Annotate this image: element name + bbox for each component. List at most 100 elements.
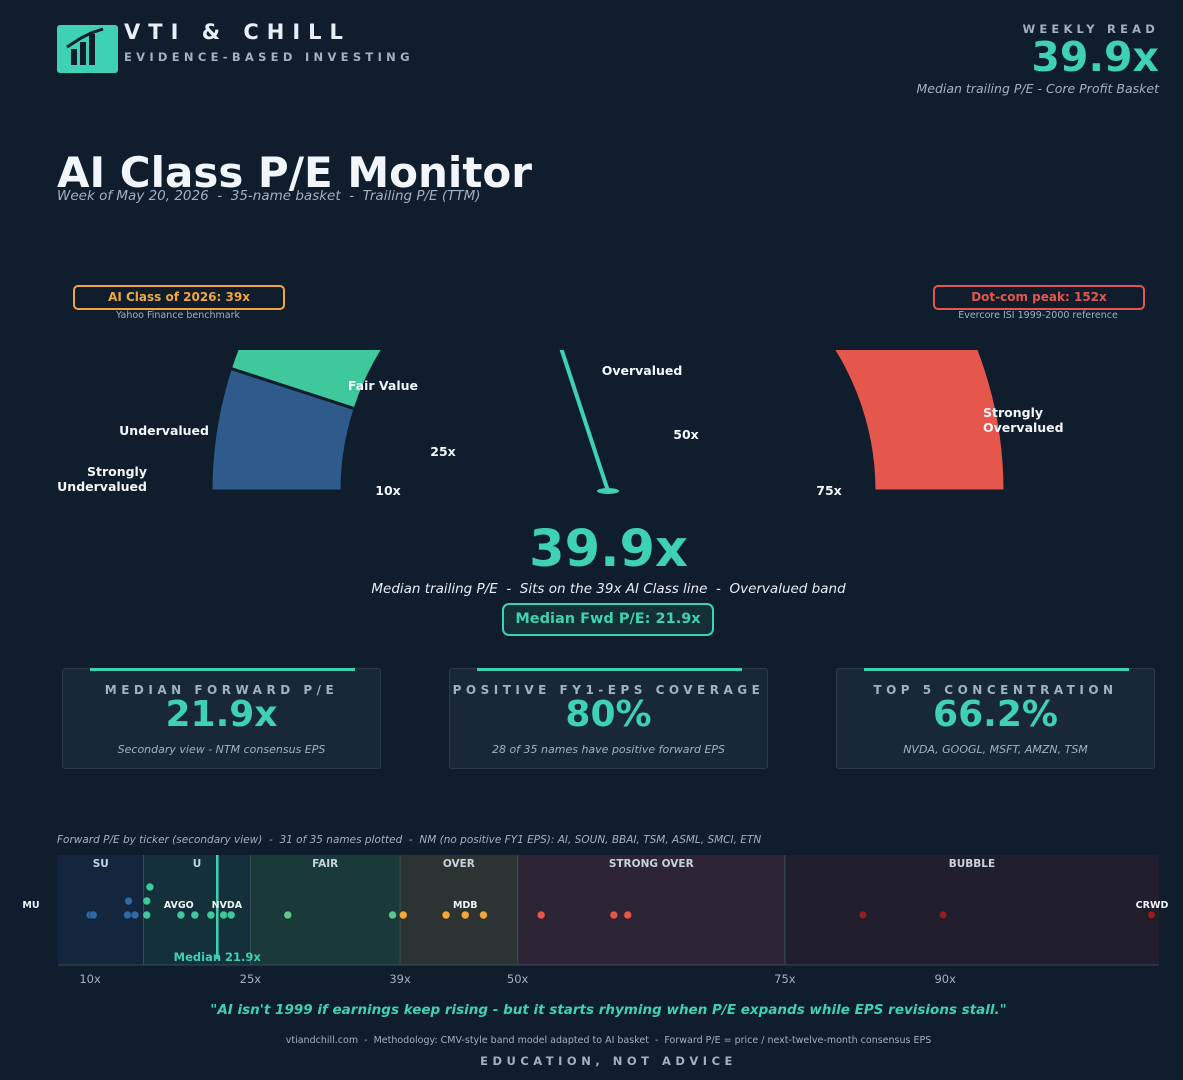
brand-tagline: EVIDENCE-BASED INVESTING — [124, 50, 414, 64]
valuation-gauge: Strongly Undervalued Undervalued Fair Val… — [57, 350, 1064, 498]
stat-card-top5-concentration: TOP 5 CONCENTRATION 66.2% NVDA, GOOGL, M… — [836, 668, 1155, 769]
gauge-tick-10x: 10x — [375, 483, 400, 498]
strip-point — [283, 910, 293, 920]
gauge-zone-2 — [228, 350, 385, 411]
bar-chart-icon — [66, 27, 104, 65]
stat-card-label: POSITIVE FY1-EPS COVERAGE — [452, 683, 765, 697]
strip-point — [130, 910, 140, 920]
stat-card-value: 21.9x — [165, 694, 278, 735]
stat-card-eps-coverage: POSITIVE FY1-EPS COVERAGE 80% 28 of 35 n… — [449, 668, 768, 769]
brand-logo — [57, 25, 118, 73]
stat-card-note: Secondary view - NTM consensus EPS — [117, 743, 326, 756]
strip-ticker-label: NVDA — [212, 900, 243, 911]
strip-point — [858, 910, 868, 920]
footer-disclaimer: EDUCATION, NOT ADVICE — [480, 1054, 737, 1068]
gauge-tick-50x: 50x — [673, 427, 698, 442]
strip-point — [219, 910, 229, 920]
strip-point — [609, 910, 619, 920]
strip-point — [88, 910, 98, 920]
strip-band-label: BUBBLE — [949, 858, 995, 870]
gauge-needle — [559, 350, 619, 494]
gauge-tick-25x: 25x — [430, 444, 455, 459]
strip-point — [623, 910, 633, 920]
stat-card-label: TOP 5 CONCENTRATION — [873, 683, 1118, 697]
strip-point — [441, 910, 451, 920]
strip-caption: Forward P/E by ticker (secondary view) -… — [57, 834, 762, 846]
strip-point — [478, 910, 488, 920]
strip-median-label: Median 21.9x — [174, 950, 262, 964]
strip-tick-label: 75x — [774, 972, 796, 986]
strip-band-2 — [143, 855, 251, 965]
strip-point — [190, 910, 200, 920]
ai-class-reference-source: Yahoo Finance benchmark — [116, 310, 240, 321]
strip-band-label: U — [193, 858, 202, 870]
strip-band-label: STRONG OVER — [609, 858, 694, 870]
gauge-tick-75x: 75x — [816, 483, 841, 498]
weekly-read-label: WEEKLY READ — [1022, 22, 1159, 36]
strip-point — [226, 910, 236, 920]
dotcom-peak-reference-pill: Dot-com peak: 152x — [933, 285, 1145, 310]
stat-card-value: 66.2% — [933, 694, 1058, 735]
pull-quote: "AI isn't 1999 if earnings keep rising -… — [210, 1002, 1007, 1018]
strip-band-label: OVER — [443, 858, 475, 870]
stat-card-note: NVDA, GOOGL, MSFT, AMZN, TSM — [903, 743, 1088, 756]
strip-band-1 — [58, 855, 144, 965]
strip-point — [388, 910, 398, 920]
strip-tick-label: 90x — [934, 972, 956, 986]
zone-label-undervalued: Undervalued — [119, 423, 209, 438]
page-subtitle: Week of May 20, 2026 - 35-name basket - … — [57, 188, 481, 204]
strip-band-label: FAIR — [312, 858, 338, 870]
stat-card-note: 28 of 35 names have positive forward EPS — [491, 743, 726, 756]
zone-label-overvalued: Overvalued — [602, 363, 683, 378]
strip-bands: SU U FAIR OVER STRONG OVER BUBBLE — [58, 855, 1159, 965]
weekly-read-value: 39.9x — [1031, 33, 1159, 81]
stat-card-value: 80% — [565, 694, 652, 735]
gauge-labels: Strongly Undervalued Undervalued Fair Val… — [57, 363, 1063, 498]
card-accent-bar — [864, 668, 1129, 671]
stat-card-label: MEDIAN FORWARD P/E — [104, 683, 339, 697]
strip-ticker-label: CRWD — [1136, 900, 1169, 911]
median-forward-pe-pill: Median Fwd P/E: 21.9x — [502, 603, 714, 636]
gauge-needle-hub — [597, 488, 619, 494]
strip-tick-label: 50x — [507, 972, 529, 986]
dotcom-peak-reference-source: Evercore ISI 1999-2000 reference — [958, 310, 1118, 321]
strip-point — [938, 910, 948, 920]
strip-point — [536, 910, 546, 920]
methodology-note: vtiandchill.com - Methodology: CMV-style… — [285, 1035, 932, 1046]
gauge-needle-line — [559, 350, 610, 492]
strip-band-4 — [400, 855, 518, 965]
strip-point — [145, 882, 155, 892]
zone-label-strongly-overvalued: Strongly Overvalued — [983, 405, 1064, 435]
strip-tick-label: 39x — [389, 972, 411, 986]
weekly-read-subtitle: Median trailing P/E - Core Profit Basket — [916, 81, 1159, 96]
strip-point — [142, 910, 152, 920]
strip-point — [1147, 910, 1157, 920]
strip-band-5 — [517, 855, 785, 965]
stat-card-median-forward-pe: MEDIAN FORWARD P/E 21.9x Secondary view … — [62, 668, 381, 769]
brand-name: VTI & CHILL — [124, 20, 351, 44]
strip-point — [206, 910, 216, 920]
zone-label-fair-value: Fair Value — [348, 378, 418, 393]
forward-pe-strip-chart: SU U FAIR OVER STRONG OVER BUBBLE 10x 25x 39x 50x… — [22, 855, 1169, 986]
strip-band-label: SU — [93, 858, 109, 870]
strip-band-3 — [250, 855, 401, 965]
gauge-zones — [209, 350, 1007, 493]
page-title: AI Class P/E Monitor — [57, 148, 532, 197]
strip-tick-label: 10x — [79, 972, 101, 986]
card-accent-bar — [477, 668, 742, 671]
ai-class-reference-pill: AI Class of 2026: 39x — [73, 285, 285, 310]
card-accent-bar — [90, 668, 355, 671]
median-trailing-pe-caption: Median trailing P/E - Sits on the 39x AI… — [371, 581, 846, 597]
zone-label-strongly-undervalued: Strongly Undervalued — [57, 464, 147, 494]
strip-point — [460, 910, 470, 920]
strip-point — [122, 910, 132, 920]
strip-point — [398, 910, 408, 920]
strip-point — [176, 910, 186, 920]
strip-ticker-label: AVGO — [164, 900, 194, 911]
strip-point — [124, 896, 134, 906]
gauge-zone-5 — [831, 350, 1007, 493]
strip-ticker-label: MU — [22, 900, 39, 911]
strip-ticker-label: MDB — [453, 900, 478, 911]
strip-point — [142, 896, 152, 906]
strip-band-6 — [784, 855, 1159, 965]
